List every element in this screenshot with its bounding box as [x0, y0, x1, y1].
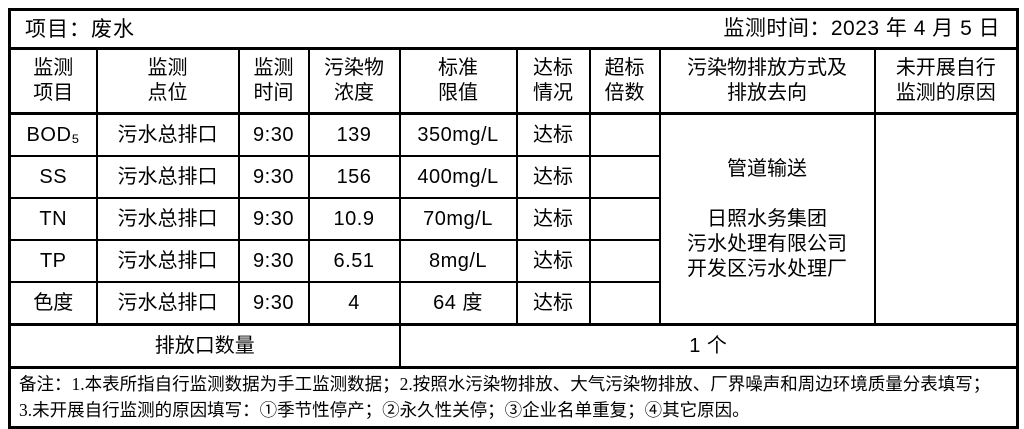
cell-item: 色度: [8, 281, 98, 326]
cell-no-monitoring-reason-merged: [873, 112, 1019, 326]
cell-item: TP: [8, 239, 98, 283]
outlet-count-label: 排放口数量: [8, 323, 401, 369]
header-pollutant-concentration: 污染物 浓度: [307, 47, 401, 115]
table-row-bod5: BOD₅ 污水总排口 9:30 139 350mg/L 达标 管道输送 日照水务…: [8, 112, 1019, 326]
cell-exceed: [588, 239, 661, 283]
header-no-monitoring-reason: 未开展自行 监测的原因: [873, 47, 1019, 115]
table-row-tn: TN 污水总排口 9:30 10.9 70mg/L 达标: [8, 197, 1018, 241]
outlet-count-row: 排放口数量 1 个: [8, 323, 1019, 369]
outlet-count-value: 1 个: [398, 323, 1019, 369]
header-standard-limit: 标准 限值: [398, 47, 518, 115]
table-row-ss: SS 污水总排口 9:30 156 400mg/L 达标: [8, 155, 1018, 199]
header-monitor-point: 监测 点位: [95, 47, 240, 115]
cell-time: 9:30: [237, 197, 310, 241]
cell-status: 达标: [515, 281, 591, 326]
cell-item: SS: [8, 155, 98, 199]
cell-status: 达标: [515, 155, 591, 199]
cell-point: 污水总排口: [95, 155, 240, 199]
cell-discharge-method-merged: 管道输送 日照水务集团 污水处理有限公司 开发区污水处理厂: [658, 112, 876, 326]
header-discharge-method: 污染物排放方式及 排放去向: [658, 47, 876, 115]
table-row-chroma: 色度 污水总排口 9:30 4 64 度 达标: [8, 281, 1018, 326]
cell-point: 污水总排口: [95, 112, 240, 157]
cell-concentration: 139: [307, 112, 401, 157]
cell-concentration: 156: [307, 155, 401, 199]
title-row: 项目：废水 监测时间：2023 年 4 月 5 日: [8, 8, 1019, 50]
header-monitor-item: 监测 项目: [8, 47, 98, 115]
cell-exceed: [588, 155, 661, 199]
cell-item: BOD₅: [8, 112, 98, 157]
cell-limit: 400mg/L: [398, 155, 518, 199]
cell-status: 达标: [515, 112, 591, 157]
cell-status: 达标: [515, 197, 591, 241]
cell-time: 9:30: [237, 281, 310, 326]
header-row: 监测 项目 监测 点位 监测 时间 污染物 浓度 标准 限值 达标 情况 超标 …: [8, 47, 1019, 115]
cell-limit: 8mg/L: [398, 239, 518, 283]
cell-item: TN: [8, 197, 98, 241]
cell-limit: 350mg/L: [398, 112, 518, 157]
header-monitor-time: 监测 时间: [237, 47, 310, 115]
header-exceed-multiple: 超标 倍数: [588, 47, 661, 115]
table-row-tp: TP 污水总排口 9:30 6.51 8mg/L 达标: [8, 239, 1018, 283]
notes-text: 备注：1.本表所指自行监测数据为手工监测数据；2.按照水污染物排放、大气污染物排…: [8, 366, 1019, 428]
cell-limit: 70mg/L: [398, 197, 518, 241]
cell-time: 9:30: [237, 112, 310, 157]
cell-concentration: 6.51: [307, 239, 401, 283]
header-compliance-status: 达标 情况: [515, 47, 591, 115]
cell-concentration: 10.9: [307, 197, 401, 241]
cell-status: 达标: [515, 239, 591, 283]
monitor-time-label: 监测时间：2023 年 4 月 5 日: [723, 16, 1001, 40]
cell-point: 污水总排口: [95, 197, 240, 241]
title-cell: 项目：废水 监测时间：2023 年 4 月 5 日: [8, 8, 1019, 50]
cell-exceed: [588, 197, 661, 241]
monitoring-report-sheet: 项目：废水 监测时间：2023 年 4 月 5 日 监测 项目 监测 点位 监测…: [8, 8, 1020, 429]
cell-concentration: 4: [307, 281, 401, 326]
cell-exceed: [588, 112, 661, 157]
cell-limit: 64 度: [398, 281, 518, 326]
project-label: 项目：废水: [25, 16, 135, 41]
cell-exceed: [588, 281, 661, 326]
cell-time: 9:30: [237, 155, 310, 199]
notes-row: 备注：1.本表所指自行监测数据为手工监测数据；2.按照水污染物排放、大气污染物排…: [8, 366, 1019, 428]
cell-time: 9:30: [237, 239, 310, 283]
cell-point: 污水总排口: [95, 281, 240, 326]
cell-point: 污水总排口: [95, 239, 240, 283]
monitoring-data-table: 项目：废水 监测时间：2023 年 4 月 5 日 监测 项目 监测 点位 监测…: [8, 8, 1020, 429]
